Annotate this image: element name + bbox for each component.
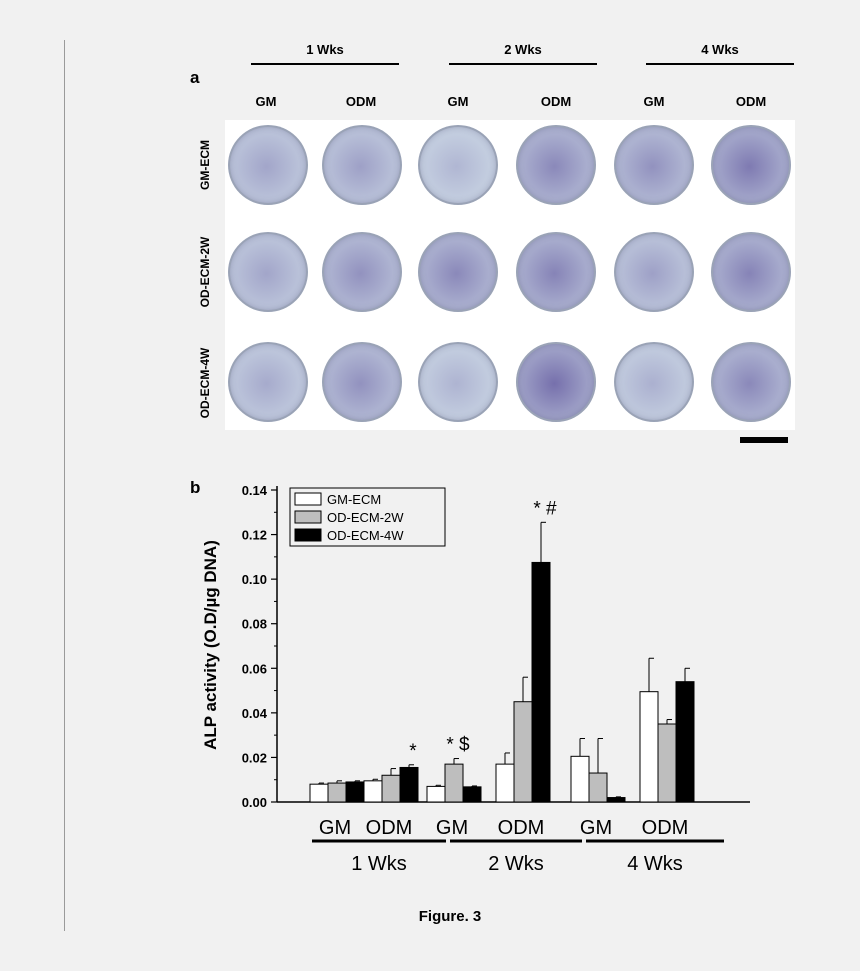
- x-category-label: GM: [580, 817, 612, 839]
- bar: [327, 782, 347, 803]
- plate-well: [418, 232, 498, 312]
- plate-well: [228, 125, 308, 205]
- plate-well: [516, 232, 596, 312]
- plate-well: [614, 232, 694, 312]
- plate-well: [516, 342, 596, 422]
- plate-well: [516, 125, 596, 205]
- week-header-1: 1 Wks: [306, 42, 344, 57]
- y-tick-label: 0.04: [242, 706, 268, 721]
- plate-well: [418, 125, 498, 205]
- legend-label: OD-ECM-2W: [327, 510, 404, 525]
- week-rule-3: [646, 63, 794, 65]
- legend-swatch: [294, 492, 322, 506]
- week-rule-2: [449, 63, 597, 65]
- plate-well: [711, 342, 791, 422]
- left-margin-rule: [64, 40, 65, 931]
- bar: [657, 723, 677, 803]
- plate-well: [614, 125, 694, 205]
- x-category-label: GM: [436, 817, 468, 839]
- x-group-label: 2 Wks: [488, 853, 544, 875]
- y-tick-label: 0.14: [242, 483, 268, 498]
- x-group-label: 1 Wks: [351, 853, 407, 875]
- x-category-label: GM: [319, 817, 351, 839]
- column-header-1: GM: [255, 94, 277, 109]
- week-rule-1: [251, 63, 399, 65]
- legend-swatch: [294, 510, 322, 524]
- panel-a-letter: a: [190, 68, 200, 87]
- bar: [495, 763, 515, 803]
- column-header-4: ODM: [540, 94, 572, 109]
- significance-marker: *: [409, 741, 417, 762]
- bar: [606, 797, 626, 803]
- y-tick-label: 0.06: [242, 661, 267, 676]
- y-tick-label: 0.10: [242, 572, 267, 587]
- figure-caption: Figure. 3: [418, 908, 482, 925]
- week-header-3: 4 Wks: [701, 42, 739, 57]
- x-category-label: ODM: [498, 817, 545, 839]
- y-axis-label: ALP activity (O.D/µg DNA): [201, 540, 220, 750]
- row-header-1: GM-ECM: [198, 140, 212, 190]
- bar: [639, 691, 659, 803]
- y-tick-label: 0.12: [242, 528, 267, 543]
- y-tick-label: 0.02: [242, 750, 267, 765]
- column-header-6: ODM: [735, 94, 767, 109]
- x-category-label: ODM: [366, 817, 413, 839]
- row-header-2: OD-ECM-2W: [198, 236, 212, 308]
- y-tick-label: 0.00: [242, 795, 267, 810]
- plate-well: [711, 232, 791, 312]
- significance-marker: * $: [446, 735, 470, 756]
- plate-well: [322, 342, 402, 422]
- bar: [531, 561, 551, 803]
- plate-well: [228, 342, 308, 422]
- bar: [588, 772, 608, 803]
- alp-activity-bar-chart: ALP activity (O.D/µg DNA) 0.00 0.02 0.04 0.…: [201, 483, 750, 875]
- bar: [399, 766, 419, 803]
- legend-swatch: [294, 528, 322, 542]
- bar: [381, 774, 401, 803]
- plate-well: [322, 125, 402, 205]
- panel-b-letter: b: [190, 478, 201, 497]
- plate-well: [322, 232, 402, 312]
- column-header-5: GM: [643, 94, 665, 109]
- bar: [426, 785, 446, 803]
- x-category-label: ODM: [642, 817, 689, 839]
- x-group-label: 4 Wks: [627, 853, 683, 875]
- bar: [345, 781, 365, 803]
- plate-well: [711, 125, 791, 205]
- plate-well: [614, 342, 694, 422]
- y-tick-label: 0.08: [242, 617, 267, 632]
- row-header-3: OD-ECM-4W: [198, 347, 212, 419]
- bar: [513, 701, 533, 803]
- bar: [309, 783, 329, 803]
- plate-well: [418, 342, 498, 422]
- stained-well-plate-image: [225, 120, 795, 430]
- plate-well: [228, 232, 308, 312]
- column-header-3: GM: [447, 94, 469, 109]
- week-header-2: 2 Wks: [504, 42, 542, 57]
- bar: [675, 681, 695, 803]
- bar: [444, 763, 464, 803]
- scale-bar: [740, 437, 788, 443]
- column-header-2: ODM: [345, 94, 377, 109]
- bar: [462, 786, 482, 803]
- bar: [570, 755, 590, 803]
- legend-label: GM-ECM: [327, 492, 381, 507]
- bar: [363, 780, 383, 803]
- legend-label: OD-ECM-4W: [327, 528, 404, 543]
- significance-marker: * #: [533, 498, 557, 519]
